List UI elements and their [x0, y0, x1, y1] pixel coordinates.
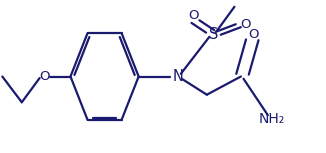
Text: NH₂: NH₂	[259, 112, 285, 126]
Text: O: O	[241, 19, 251, 32]
Text: O: O	[39, 70, 50, 83]
Text: O: O	[188, 9, 199, 22]
Text: S: S	[209, 27, 218, 42]
Text: O: O	[249, 28, 259, 41]
Text: N: N	[172, 69, 183, 84]
